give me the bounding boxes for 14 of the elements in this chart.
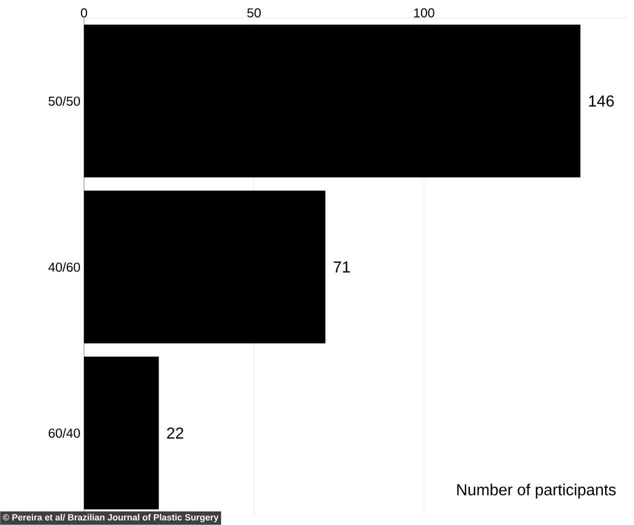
y-tick-label: 40/60 bbox=[48, 262, 80, 272]
x-tick-label: 50 bbox=[247, 8, 261, 18]
data-label: 22 bbox=[167, 427, 184, 439]
y-tick-label: 60/40 bbox=[48, 428, 80, 438]
x-axis-title: Number of participants bbox=[457, 484, 616, 499]
data-label: 146 bbox=[589, 95, 614, 107]
data-label: 71 bbox=[334, 262, 350, 272]
x-tick-label: 100 bbox=[414, 8, 434, 18]
annotation: © Pereira et al/ Brazilian Journal of Plastic Surgery bbox=[2, 514, 219, 522]
x-tick-label: 0 bbox=[80, 8, 88, 18]
y-tick-label: 50/50 bbox=[48, 96, 80, 106]
bar bbox=[84, 24, 580, 178]
bar bbox=[84, 356, 159, 510]
bar bbox=[84, 190, 326, 344]
